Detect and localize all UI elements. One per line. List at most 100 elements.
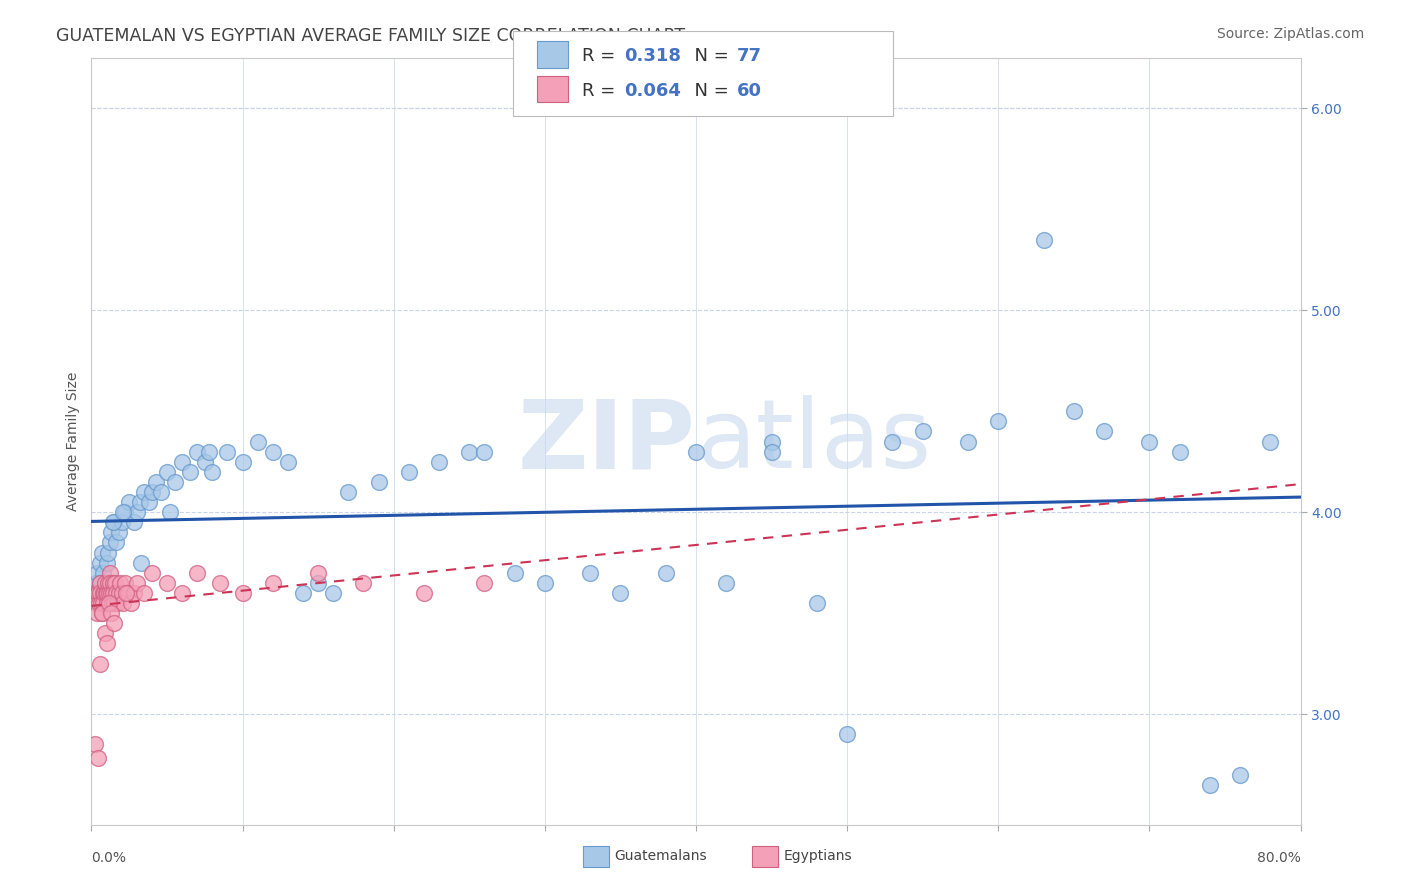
- Point: [835, 727, 858, 741]
- Point: [125, 505, 148, 519]
- Point: [94, 575, 117, 590]
- Text: 0.0%: 0.0%: [91, 851, 127, 865]
- Point: [398, 465, 420, 479]
- Point: [96, 586, 118, 600]
- Point: [179, 465, 201, 479]
- Text: 60: 60: [737, 82, 762, 100]
- Point: [94, 575, 117, 590]
- Point: [472, 575, 495, 590]
- Point: [156, 575, 179, 590]
- Point: [98, 596, 121, 610]
- Point: [87, 586, 110, 600]
- Point: [114, 505, 136, 519]
- Point: [472, 444, 495, 458]
- Point: [1063, 404, 1085, 418]
- Point: [97, 575, 120, 590]
- Point: [86, 586, 108, 600]
- Point: [122, 586, 145, 600]
- Point: [100, 606, 122, 620]
- Point: [118, 495, 141, 509]
- Point: [104, 586, 127, 600]
- Point: [307, 566, 329, 580]
- Text: atlas: atlas: [696, 395, 931, 488]
- Point: [120, 596, 142, 610]
- Point: [292, 586, 315, 600]
- Point: [105, 596, 128, 610]
- Point: [352, 575, 374, 590]
- Text: R =: R =: [582, 47, 621, 65]
- Point: [987, 414, 1010, 428]
- Point: [91, 596, 114, 610]
- Point: [86, 566, 108, 580]
- Point: [104, 575, 127, 590]
- Point: [208, 575, 231, 590]
- Point: [322, 586, 344, 600]
- Point: [246, 434, 269, 449]
- Point: [145, 475, 167, 489]
- Point: [609, 586, 631, 600]
- Point: [194, 455, 217, 469]
- Point: [84, 737, 107, 751]
- Point: [262, 575, 284, 590]
- Point: [198, 444, 221, 458]
- Point: [103, 616, 125, 631]
- Point: [806, 596, 828, 610]
- Point: [138, 495, 160, 509]
- Point: [337, 485, 360, 500]
- Point: [84, 575, 107, 590]
- Point: [89, 586, 111, 600]
- Point: [163, 475, 186, 489]
- Point: [91, 606, 114, 620]
- Point: [83, 586, 105, 600]
- Text: Egyptians: Egyptians: [783, 849, 852, 863]
- Point: [134, 485, 156, 500]
- Point: [84, 596, 107, 610]
- Point: [413, 586, 436, 600]
- Point: [101, 516, 124, 530]
- Point: [87, 586, 110, 600]
- Point: [101, 575, 124, 590]
- Point: [172, 586, 194, 600]
- Point: [89, 575, 111, 590]
- Point: [761, 434, 783, 449]
- Point: [1139, 434, 1161, 449]
- Point: [367, 475, 389, 489]
- Point: [91, 606, 114, 620]
- Point: [458, 444, 481, 458]
- Point: [87, 596, 110, 610]
- Point: [108, 575, 131, 590]
- Point: [149, 485, 172, 500]
- Point: [98, 535, 121, 549]
- Point: [1168, 444, 1191, 458]
- Point: [714, 575, 737, 590]
- Point: [882, 434, 904, 449]
- Text: ZIP: ZIP: [517, 395, 696, 488]
- Text: 0.064: 0.064: [624, 82, 681, 100]
- Point: [96, 556, 118, 570]
- Text: GUATEMALAN VS EGYPTIAN AVERAGE FAMILY SIZE CORRELATION CHART: GUATEMALAN VS EGYPTIAN AVERAGE FAMILY SI…: [56, 27, 685, 45]
- Point: [93, 566, 115, 580]
- Point: [134, 586, 156, 600]
- Text: N =: N =: [683, 47, 735, 65]
- Point: [186, 566, 208, 580]
- Point: [125, 575, 148, 590]
- Point: [427, 455, 450, 469]
- Point: [1260, 434, 1282, 449]
- Text: Guatemalans: Guatemalans: [614, 849, 707, 863]
- Point: [112, 596, 135, 610]
- Point: [685, 444, 707, 458]
- Point: [534, 575, 557, 590]
- Point: [655, 566, 678, 580]
- Point: [277, 455, 299, 469]
- Point: [201, 465, 224, 479]
- Point: [93, 586, 115, 600]
- Point: [111, 516, 132, 530]
- Point: [89, 556, 111, 570]
- Point: [103, 586, 125, 600]
- Text: Source: ZipAtlas.com: Source: ZipAtlas.com: [1216, 27, 1364, 41]
- Point: [107, 525, 129, 540]
- Point: [96, 596, 118, 610]
- Point: [172, 455, 194, 469]
- Point: [103, 596, 125, 610]
- Point: [91, 545, 114, 559]
